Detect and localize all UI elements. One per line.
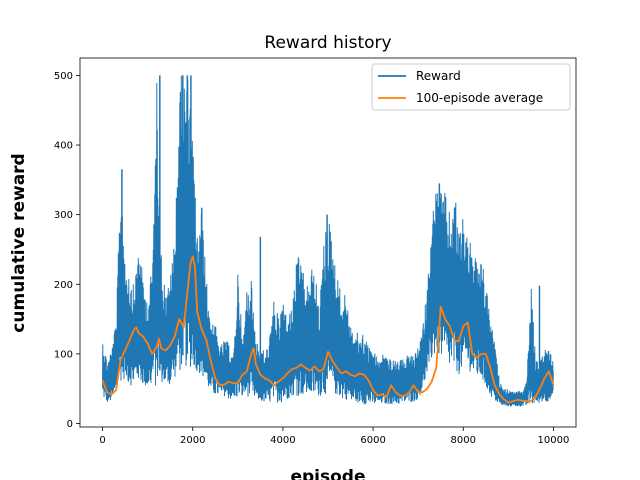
y-tick-label: 400 — [54, 141, 73, 152]
x-axis-label: episode — [290, 467, 365, 480]
x-tick-label: 2000 — [180, 435, 205, 446]
legend-entry-label: 100-episode average — [416, 91, 543, 105]
chart-title: Reward history — [264, 33, 391, 53]
legend-entry-label: Reward — [416, 69, 461, 83]
series-average-line — [101, 255, 555, 404]
x-tick-label: 0 — [99, 435, 105, 446]
legend: Reward 100-episode average — [371, 63, 571, 111]
y-tick-label: 0 — [67, 419, 73, 430]
y-tick-label: 300 — [54, 210, 73, 221]
y-axis-label: cumulative reward — [9, 153, 29, 332]
y-tick-label: 500 — [54, 71, 73, 82]
x-tick-label: 8000 — [451, 435, 476, 446]
legend-box — [371, 63, 571, 111]
x-tick-label: 6000 — [360, 435, 385, 446]
plot-clip-group — [101, 75, 555, 407]
x-tick-label: 10000 — [538, 435, 570, 446]
series-reward-line — [102, 75, 554, 407]
y-tick-label: 200 — [54, 280, 73, 291]
axes: 0 2000 4000 6000 8000 10000 0 100 200 300 400 500 — [54, 57, 577, 446]
plot-area — [101, 75, 555, 407]
y-tick-label: 100 — [54, 349, 73, 360]
axes-frame — [79, 57, 577, 428]
x-tick-label: 4000 — [270, 435, 295, 446]
